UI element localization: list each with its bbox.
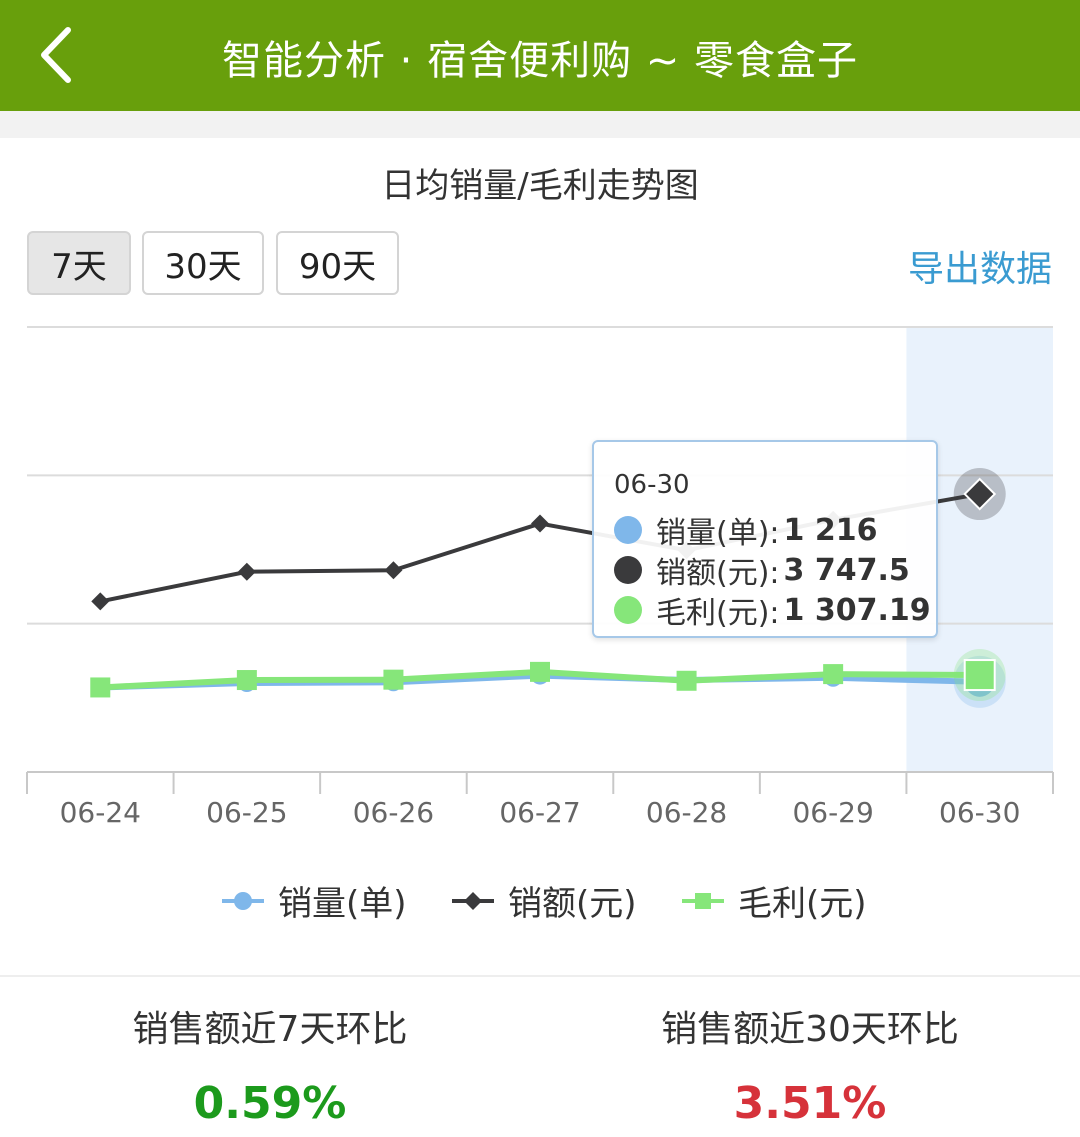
legend-label: 销额(元) — [508, 884, 637, 924]
tooltip-row-sales-amt: 销额(元): 3 747.5 — [614, 548, 910, 592]
series-dot-icon — [614, 516, 642, 544]
tooltip-value: 3 747.5 — [783, 552, 910, 588]
range-30d-button[interactable]: 30天 — [142, 231, 264, 295]
tooltip-row-sales-qty: 销量(单): 1 216 — [614, 508, 877, 552]
legend-item-sales-amt[interactable]: 销额(元) — [450, 876, 637, 925]
export-data-link[interactable]: 导出数据 — [907, 249, 1052, 290]
app-header: 智能分析 · 宿舍便利购 ~ 零食盒子 — [0, 0, 1080, 111]
data-point — [384, 561, 403, 580]
tooltip-label: 毛利(元): — [656, 596, 780, 631]
data-point — [237, 562, 256, 581]
tooltip-value: 1 216 — [783, 512, 878, 548]
tooltip-value: 1 307.19 — [783, 592, 931, 628]
legend-label: 毛利(元) — [738, 884, 867, 924]
tooltip-row-profit: 毛利(元): 1 307.19 — [614, 588, 931, 632]
x-tick-label: 06-30 — [939, 796, 1020, 829]
stat-30d-value: 3.51% — [733, 1078, 887, 1129]
data-point — [90, 677, 111, 698]
back-button[interactable] — [30, 20, 90, 90]
data-point — [963, 659, 996, 692]
chart-tooltip: 06-30 销量(单): 1 216 销额(元): 3 747.5 毛利(元):… — [592, 440, 938, 638]
range-90d-button[interactable]: 90天 — [276, 231, 399, 295]
stat-7d-value: 0.59% — [193, 1078, 347, 1129]
tooltip-label: 销额(元): — [656, 556, 780, 591]
data-point — [236, 670, 257, 691]
legend-item-sales-qty[interactable]: 销量(单) — [220, 876, 407, 925]
section-divider — [0, 975, 1080, 977]
data-point — [823, 664, 844, 685]
x-tick-label: 06-25 — [206, 796, 287, 829]
legend-item-profit[interactable]: 毛利(元) — [680, 876, 867, 925]
series-dot-icon — [614, 556, 642, 584]
data-point — [963, 477, 997, 511]
range-7d-button[interactable]: 7天 — [27, 231, 131, 295]
x-tick-label: 06-29 — [792, 796, 873, 829]
stat-30d-label: 销售额近30天环比 — [661, 1009, 959, 1050]
data-point — [383, 669, 404, 690]
chart-title: 日均销量/毛利走势图 — [381, 166, 699, 206]
x-tick-label: 06-26 — [353, 796, 434, 829]
tooltip-date: 06-30 — [614, 470, 690, 500]
legend-label: 销量(单) — [278, 884, 407, 924]
data-point — [91, 592, 110, 611]
stat-7d-label: 销售额近7天环比 — [132, 1009, 408, 1050]
page-title: 智能分析 · 宿舍便利购 ~ 零食盒子 — [221, 38, 859, 84]
chart-legend: 销量(单) 销额(元) 毛利(元) — [0, 876, 1080, 926]
tooltip-label: 销量(单): — [656, 516, 780, 551]
x-tick-label: 06-27 — [499, 796, 580, 829]
section-gap — [0, 111, 1080, 138]
series-dot-icon — [614, 596, 642, 624]
data-point — [531, 514, 549, 533]
legend-square-icon — [682, 892, 724, 909]
legend-diamond-icon — [452, 891, 494, 910]
x-tick-label: 06-24 — [60, 796, 141, 829]
legend-circle-icon — [222, 891, 264, 910]
data-point — [676, 670, 697, 691]
data-point — [530, 661, 550, 682]
chevron-left-icon — [41, 27, 71, 83]
x-tick-label: 06-28 — [646, 796, 727, 829]
line-chart: 06-24 06-25 06-26 06-27 06-28 06-29 06-30 — [26, 326, 1054, 829]
